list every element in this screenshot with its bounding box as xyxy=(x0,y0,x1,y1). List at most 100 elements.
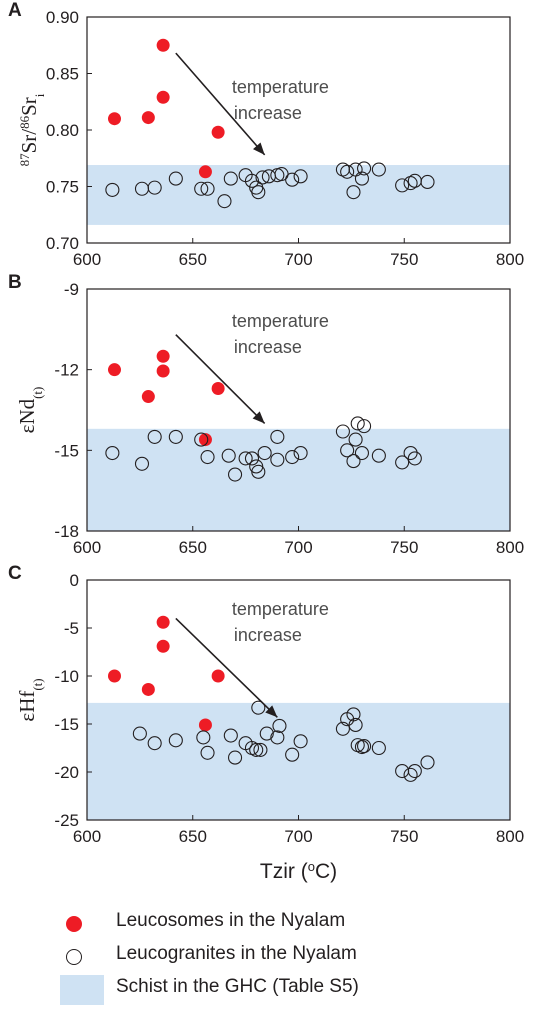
leucosome-point xyxy=(156,364,170,378)
x-tick-label: 800 xyxy=(496,250,524,269)
y-tick-label: -15 xyxy=(54,441,79,460)
leucogranite-point xyxy=(403,767,418,782)
leucogranite-point xyxy=(340,164,355,179)
leucosome-point xyxy=(141,111,155,125)
leucogranite-point xyxy=(348,432,363,447)
leucogranite-point xyxy=(244,451,260,466)
leucogranite-point xyxy=(354,739,370,755)
leucogranite-point xyxy=(194,181,209,196)
annotation-line-1: temperature xyxy=(232,311,329,331)
leucogranite-point xyxy=(147,180,162,195)
leucogranite-point xyxy=(293,734,308,749)
leucogranite-point xyxy=(255,170,270,185)
annotation-line-2: increase xyxy=(234,337,302,357)
arrow-head-icon xyxy=(253,142,265,155)
x-label-sup: o xyxy=(308,859,315,874)
legend-label-leucosomes: Leucosomes in the Nyalam xyxy=(116,910,346,931)
leucogranite-point xyxy=(285,172,300,187)
figure-canvas: 600 650 700 750 8000.700.750.800.850.90A87Sr… xyxy=(8,0,524,884)
y-tick-label: 0.70 xyxy=(46,234,79,253)
x-tick-label: 800 xyxy=(496,538,524,557)
x-tick-label: 650 xyxy=(179,538,207,557)
leucogranite-point xyxy=(251,700,266,715)
y-tick-label: 0.85 xyxy=(46,65,79,84)
leucogranite-point xyxy=(132,726,147,741)
leucosome-point xyxy=(198,433,212,447)
leucogranite-point xyxy=(371,448,386,463)
leucogranite-point xyxy=(407,451,422,466)
leucogranite-point xyxy=(395,178,410,193)
leucogranite-point xyxy=(249,742,264,757)
leucosome-point xyxy=(156,639,170,653)
schist-band xyxy=(87,165,510,225)
leucogranite-point xyxy=(259,726,274,741)
leucogranite-point xyxy=(270,429,285,444)
leucosome-point xyxy=(107,363,121,377)
red-dot-icon xyxy=(66,916,82,932)
leucogranite-point xyxy=(251,185,266,200)
y-label-text: εNd xyxy=(15,398,39,433)
leucogranite-point xyxy=(335,721,350,736)
leucogranite-point xyxy=(346,707,361,722)
schist-band xyxy=(87,702,510,820)
leucosome-point xyxy=(211,669,225,683)
y-tick-label: -9 xyxy=(64,280,79,299)
leucosome-point xyxy=(107,669,121,683)
leucogranite-point xyxy=(350,416,365,431)
leucogranite-point xyxy=(253,742,268,757)
leucogranite-point xyxy=(200,450,215,465)
leucogranite-point xyxy=(168,429,183,444)
y-tick-label: -12 xyxy=(54,361,79,380)
leucogranite-point xyxy=(238,451,253,466)
x-tick-label: 800 xyxy=(496,827,524,846)
y-axis-label: εNd(t) xyxy=(15,387,45,434)
leucogranite-point xyxy=(196,730,211,745)
leucogranite-point xyxy=(272,718,287,733)
x-label-text: Tzir ( xyxy=(260,860,308,883)
leucosome-point xyxy=(211,381,225,395)
leucogranite-point xyxy=(223,728,238,743)
y-label-sub: i xyxy=(32,93,47,97)
leucogranite-point xyxy=(168,733,183,748)
leucogranite-point xyxy=(346,185,361,200)
y-tick-label: -18 xyxy=(54,522,79,541)
leucogranite-point xyxy=(354,445,370,461)
leucosome-point xyxy=(198,718,212,732)
y-tick-label: 0.90 xyxy=(46,8,79,27)
leucogranite-point xyxy=(293,169,308,184)
x-tick-label: 600 xyxy=(73,538,101,557)
annotation-line-2: increase xyxy=(234,103,302,123)
leucogranite-point xyxy=(270,730,285,745)
leucogranite-point xyxy=(244,173,260,188)
y-tick-label: -15 xyxy=(54,715,79,734)
panel-letter: B xyxy=(8,272,22,293)
y-tick-label: -25 xyxy=(54,811,79,830)
blue-band-icon xyxy=(60,975,104,1005)
leucosome-point xyxy=(156,615,170,629)
leucogranite-point xyxy=(371,740,386,756)
x-axis-label: Tzir (oC) xyxy=(260,859,337,884)
leucogranite-point xyxy=(357,419,372,434)
leucogranite-point xyxy=(228,467,243,482)
leucogranite-point xyxy=(194,432,209,447)
leucosome-point xyxy=(198,165,212,179)
y-label-text: Sr xyxy=(17,97,41,116)
leucogranite-point xyxy=(420,174,435,190)
x-tick-label: 650 xyxy=(179,827,207,846)
leucogranite-point xyxy=(200,181,215,196)
x-tick-label: 750 xyxy=(390,827,418,846)
y-tick-label: -10 xyxy=(54,667,79,686)
y-label-sup: 86 xyxy=(17,115,32,129)
x-tick-label: 750 xyxy=(390,538,418,557)
y-label-text: Sr/ xyxy=(17,129,41,154)
leucogranite-point xyxy=(357,161,372,176)
leucogranite-point xyxy=(340,443,355,458)
y-tick-label: -20 xyxy=(54,763,79,782)
y-axis-label: εHf(t) xyxy=(15,678,45,721)
x-tick-label: 600 xyxy=(73,250,101,269)
legend-label-schist: Schist in the GHC (Table S5) xyxy=(116,976,359,997)
annotation-line-1: temperature xyxy=(232,599,329,619)
annotation-line-2: increase xyxy=(234,625,302,645)
x-label-text: C) xyxy=(315,860,337,883)
